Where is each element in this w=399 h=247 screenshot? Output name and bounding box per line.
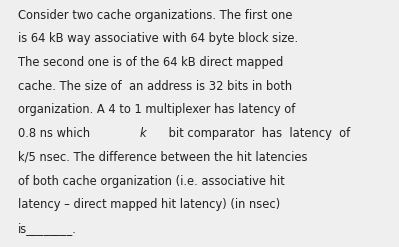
Text: 0.8 ns which: 0.8 ns which [18, 127, 94, 140]
Text: The second one is of the 64 kB direct mapped: The second one is of the 64 kB direct ma… [18, 56, 283, 69]
Text: k/5 nsec. The difference between the hit latencies: k/5 nsec. The difference between the hit… [18, 151, 308, 164]
Text: k: k [140, 127, 146, 140]
Text: is________.: is________. [18, 222, 77, 235]
Text: latency – direct mapped hit latency) (in nsec): latency – direct mapped hit latency) (in… [18, 198, 280, 211]
Text: Consider two cache organizations. The first one: Consider two cache organizations. The fi… [18, 9, 292, 22]
Text: bit comparator  has  latency  of: bit comparator has latency of [165, 127, 350, 140]
Text: of both cache organization (i.e. associative hit: of both cache organization (i.e. associa… [18, 175, 285, 188]
Text: is 64 kB way associative with 64 byte block size.: is 64 kB way associative with 64 byte bl… [18, 32, 298, 45]
Text: cache. The size of  an address is 32 bits in both: cache. The size of an address is 32 bits… [18, 80, 292, 93]
Text: organization. A 4 to 1 multiplexer has latency of: organization. A 4 to 1 multiplexer has l… [18, 103, 295, 117]
